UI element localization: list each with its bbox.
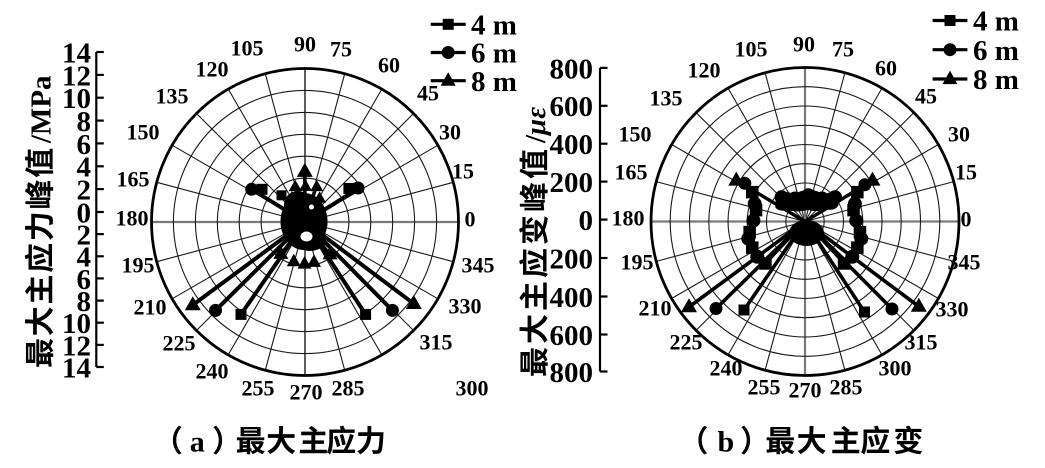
svg-text:255: 255 [748, 375, 781, 400]
svg-text:240: 240 [710, 356, 743, 381]
svg-text:120: 120 [688, 58, 721, 83]
svg-text:210: 210 [134, 295, 167, 320]
svg-text:15: 15 [955, 160, 977, 185]
svg-text:135: 135 [156, 84, 189, 109]
svg-text:75: 75 [330, 37, 352, 62]
svg-text:225: 225 [163, 331, 196, 356]
svg-text:105: 105 [231, 36, 264, 61]
svg-text:315: 315 [905, 330, 938, 355]
svg-text:300: 300 [456, 376, 489, 401]
svg-text:800: 800 [550, 53, 594, 85]
svg-text:255: 255 [242, 376, 275, 401]
svg-text:400: 400 [550, 129, 594, 161]
svg-text:4 m: 4 m [973, 6, 1019, 38]
svg-text:270: 270 [290, 380, 323, 405]
svg-text:6 m: 6 m [973, 35, 1019, 67]
svg-text:345: 345 [948, 250, 981, 275]
svg-text:330: 330 [936, 297, 969, 322]
svg-text:60: 60 [875, 56, 897, 81]
svg-text:400: 400 [550, 282, 594, 314]
svg-text:800: 800 [550, 357, 594, 389]
svg-text:b: b [718, 426, 735, 459]
svg-text:a: a [190, 426, 205, 459]
svg-text:60: 60 [378, 53, 400, 78]
svg-text:210: 210 [639, 296, 672, 321]
svg-text:4 m: 4 m [471, 10, 517, 42]
svg-text:200: 200 [550, 167, 594, 199]
svg-text:/MPa: /MPa [26, 75, 58, 144]
svg-text:75: 75 [832, 37, 854, 62]
svg-text:45: 45 [915, 84, 937, 109]
svg-text:285: 285 [332, 376, 365, 401]
svg-text:6 m: 6 m [471, 38, 517, 70]
svg-text:90: 90 [793, 32, 815, 57]
svg-text:200: 200 [550, 243, 594, 275]
svg-text:135: 135 [650, 86, 683, 111]
svg-text:0: 0 [961, 207, 972, 232]
svg-text:165: 165 [117, 167, 150, 192]
svg-text:14: 14 [62, 352, 91, 384]
svg-text:30: 30 [439, 120, 461, 145]
svg-text:8 m: 8 m [471, 66, 517, 98]
svg-text:0: 0 [579, 205, 594, 237]
svg-text:150: 150 [127, 120, 160, 145]
svg-text:/με: /με [520, 107, 552, 144]
svg-text:165: 165 [615, 160, 648, 185]
svg-text:105: 105 [735, 37, 768, 62]
svg-text:240: 240 [196, 359, 229, 384]
svg-text:180: 180 [116, 206, 149, 231]
svg-text:180: 180 [612, 206, 645, 231]
svg-text:195: 195 [122, 253, 155, 278]
svg-text:8 m: 8 m [973, 64, 1019, 96]
svg-text:15: 15 [452, 159, 474, 184]
svg-text:45: 45 [417, 81, 439, 106]
svg-text:120: 120 [196, 57, 229, 82]
svg-text:0: 0 [465, 207, 476, 232]
svg-text:285: 285 [830, 375, 863, 400]
svg-text:600: 600 [550, 91, 594, 123]
svg-text:300: 300 [879, 356, 912, 381]
svg-text:30: 30 [948, 122, 970, 147]
svg-text:90: 90 [294, 32, 316, 57]
svg-text:315: 315 [420, 330, 453, 355]
svg-text:270: 270 [789, 378, 822, 403]
svg-text:345: 345 [462, 253, 495, 278]
svg-text:150: 150 [619, 122, 652, 147]
svg-text:600: 600 [550, 320, 594, 352]
svg-text:195: 195 [621, 250, 654, 275]
svg-text:225: 225 [670, 330, 703, 355]
svg-text:330: 330 [449, 294, 482, 319]
